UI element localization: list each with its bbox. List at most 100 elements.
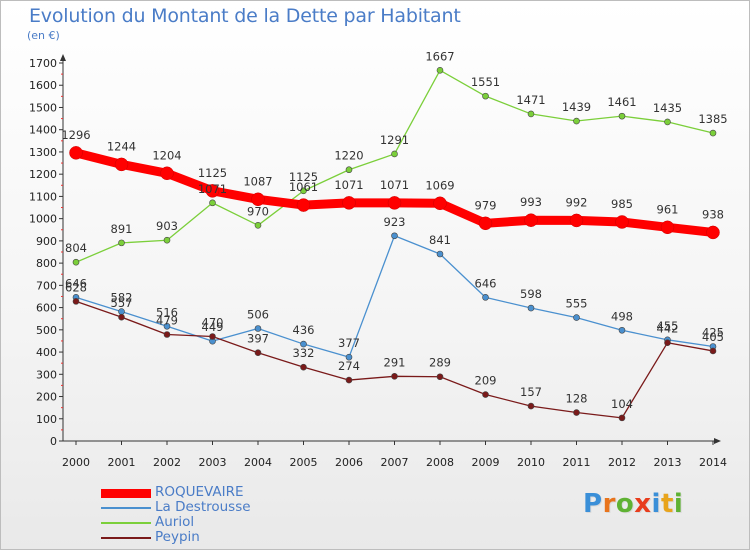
data-label-la-destrousse: 449: [202, 320, 224, 334]
logo-letter: i: [673, 489, 684, 519]
data-label-peypin: 104: [611, 397, 633, 411]
y-tick-label: 600: [36, 302, 57, 315]
data-label-auriol: 1439: [562, 100, 591, 114]
data-point-roquevaire: [205, 184, 220, 198]
data-label-peypin: 470: [202, 315, 224, 329]
data-label-roquevaire: 961: [657, 202, 679, 216]
legend-label-roquevaire: ROQUEVAIRE: [155, 484, 244, 500]
data-point-auriol: [664, 118, 671, 126]
proxiti-logo: Proxiti: [583, 489, 683, 519]
data-point-roquevaire: [524, 213, 538, 227]
y-tick-label: 900: [36, 235, 57, 248]
y-axis-unit-label: (en €): [27, 29, 60, 42]
data-label-peypin: 157: [520, 385, 542, 399]
data-label-la-destrousse: 598: [520, 287, 542, 301]
x-tick-label: 2011: [563, 456, 591, 469]
data-point-peypin: [527, 402, 535, 410]
y-tick-label: 1000: [29, 213, 57, 226]
logo-letter: t: [660, 489, 674, 519]
legend-swatch-la-destrousse: [101, 507, 151, 509]
data-label-la-destrousse: 923: [384, 215, 406, 229]
data-point-peypin: [709, 347, 717, 355]
data-point-roquevaire: [706, 225, 720, 240]
data-point-auriol: [72, 258, 80, 266]
data-label-la-destrousse: 436: [293, 323, 315, 337]
data-point-peypin: [300, 363, 307, 371]
data-point-la-destrousse: [436, 250, 444, 258]
y-tick-label: 200: [36, 391, 57, 404]
data-label-auriol: 1471: [516, 93, 545, 107]
data-label-la-destrousse: 841: [429, 233, 451, 247]
data-point-peypin: [254, 349, 262, 357]
logo-letter: i: [651, 489, 661, 519]
y-tick-label: 500: [36, 324, 57, 337]
data-label-auriol: 1667: [425, 49, 454, 63]
data-point-auriol: [163, 236, 171, 244]
chart-title: Evolution du Montant de la Dette par Hab…: [29, 5, 461, 27]
logo-letter: P: [583, 489, 603, 519]
data-label-peypin: 405: [702, 330, 724, 344]
data-label-auriol: 1551: [471, 75, 500, 89]
data-label-peypin: 289: [429, 356, 451, 370]
y-tick-label: 1500: [29, 101, 57, 114]
data-label-auriol: 891: [111, 222, 133, 236]
y-tick-label: 300: [36, 368, 57, 381]
data-label-peypin: 291: [384, 355, 406, 369]
data-label-peypin: 628: [65, 280, 87, 294]
logo-letter: o: [615, 489, 635, 519]
data-point-auriol: [300, 187, 307, 195]
data-point-roquevaire: [342, 196, 356, 210]
data-label-roquevaire: 1061: [289, 180, 318, 194]
x-tick-label: 2000: [62, 456, 90, 469]
data-point-la-destrousse: [482, 294, 489, 301]
data-point-peypin: [209, 333, 216, 340]
data-point-roquevaire: [569, 213, 584, 228]
data-label-auriol: 1071: [198, 182, 227, 196]
x-tick-label: 2001: [108, 456, 136, 469]
data-point-auriol: [118, 239, 125, 247]
data-point-auriol: [709, 129, 717, 137]
y-tick-label: 1200: [29, 168, 57, 181]
y-tick-label: 1300: [29, 146, 57, 159]
data-point-roquevaire: [478, 216, 493, 231]
data-label-peypin: 557: [111, 296, 133, 310]
data-label-auriol: 903: [156, 219, 178, 233]
y-tick-label: 400: [36, 346, 57, 359]
data-label-la-destrousse: 516: [156, 305, 178, 319]
x-axis-arrow: [714, 438, 721, 444]
data-label-peypin: 479: [156, 313, 178, 327]
x-tick-label: 2004: [244, 456, 272, 469]
data-label-peypin: 209: [475, 374, 497, 388]
data-label-peypin: 442: [657, 322, 679, 336]
x-tick-label: 2006: [335, 456, 363, 469]
data-label-roquevaire: 1296: [61, 128, 90, 142]
data-point-auriol: [527, 110, 535, 118]
data-label-la-destrousse: 377: [338, 336, 360, 350]
y-tick-label: 1600: [29, 79, 57, 92]
y-tick-label: 800: [36, 257, 57, 270]
data-point-peypin: [118, 313, 125, 321]
data-label-roquevaire: 979: [475, 198, 497, 212]
x-tick-label: 2014: [699, 456, 727, 469]
data-label-la-destrousse: 506: [247, 307, 269, 321]
data-point-auriol: [345, 166, 353, 174]
data-label-roquevaire: 1071: [334, 178, 363, 192]
data-label-auriol: 1385: [698, 112, 727, 126]
data-point-peypin: [72, 298, 80, 305]
legend-swatch-peypin: [101, 537, 151, 539]
data-point-roquevaire: [615, 215, 629, 229]
data-point-auriol: [209, 199, 216, 207]
data-point-peypin: [482, 391, 489, 398]
logo-letter: r: [602, 489, 616, 519]
data-label-la-destrousse: 425: [702, 326, 724, 340]
y-tick-label: 0: [50, 435, 57, 448]
data-point-auriol: [618, 112, 626, 120]
data-label-la-destrousse: 582: [111, 291, 133, 305]
data-point-roquevaire: [69, 146, 83, 160]
x-tick-label: 2007: [381, 456, 409, 469]
x-tick-label: 2008: [426, 456, 454, 469]
legend-item-roquevaire: ROQUEVAIRE: [101, 485, 301, 500]
data-point-la-destrousse: [345, 353, 353, 361]
